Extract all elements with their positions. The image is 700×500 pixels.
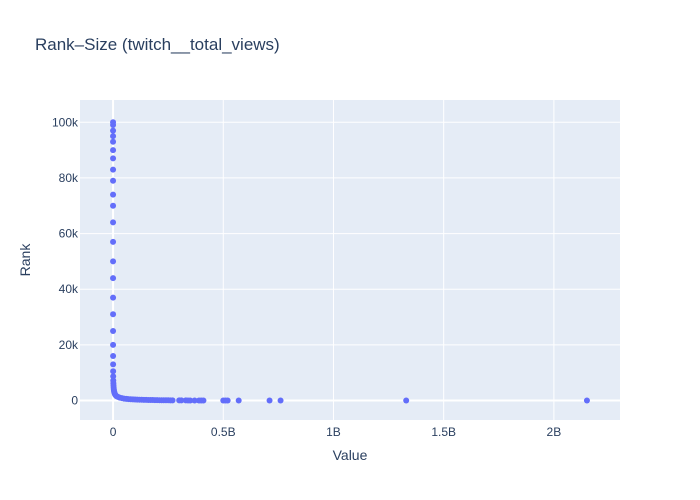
scatter-point (110, 311, 117, 318)
x-tick-label: 0.5B (211, 425, 236, 439)
scatter-point (583, 397, 590, 404)
scatter-point (110, 353, 117, 359)
x-axis-ticks: 0 0.5B 1B 1.5B 2B (110, 425, 562, 439)
y-axis-title: Rank (17, 243, 33, 277)
scatter-point (110, 373, 117, 380)
scatter-point (235, 397, 242, 404)
scatter-point (403, 397, 410, 404)
y-tick-label: 40k (59, 282, 79, 296)
x-tick-label: 0 (110, 425, 117, 439)
scatter-point (200, 397, 207, 404)
scatter-point (110, 177, 117, 184)
scatter-point (110, 147, 117, 154)
scatter-point (110, 275, 117, 282)
y-tick-label: 60k (59, 227, 79, 241)
y-tick-label: 100k (52, 115, 79, 129)
scatter-point (110, 258, 117, 265)
x-tick-label: 2B (547, 425, 562, 439)
y-tick-label: 0 (71, 394, 78, 408)
scatter-point (110, 202, 117, 209)
scatter-point (110, 294, 117, 301)
scatter-point (178, 397, 185, 404)
scatter-point (110, 341, 117, 348)
scatter-point (110, 238, 117, 245)
scatter-point (110, 368, 117, 375)
scatter-point (110, 166, 117, 173)
scatter-point (266, 397, 273, 404)
x-tick-label: 1.5B (431, 425, 456, 439)
scatter-point (110, 127, 117, 134)
scatter-point (277, 397, 284, 404)
y-tick-label: 80k (59, 171, 79, 185)
y-tick-label: 20k (59, 338, 79, 352)
x-axis-title: Value (333, 447, 368, 463)
scatter-point (191, 397, 198, 404)
scatter-point (110, 327, 117, 334)
scatter-point (169, 397, 176, 404)
scatter-point (110, 219, 117, 226)
scatter-point (187, 397, 194, 404)
chart-title: Rank–Size (twitch__total_views) (35, 35, 280, 54)
y-axis-ticks: 0 20k 40k 60k 80k 100k (52, 115, 79, 407)
scatter-point (110, 133, 117, 140)
scatter-points (110, 119, 590, 404)
scatter-point (224, 397, 231, 404)
scatter-point (110, 191, 117, 198)
x-tick-label: 1B (326, 425, 341, 439)
plot-area-background (80, 100, 620, 420)
scatter-point (110, 138, 117, 145)
scatter-point (110, 155, 117, 162)
scatter-point (110, 361, 117, 368)
scatter-point (110, 122, 117, 129)
